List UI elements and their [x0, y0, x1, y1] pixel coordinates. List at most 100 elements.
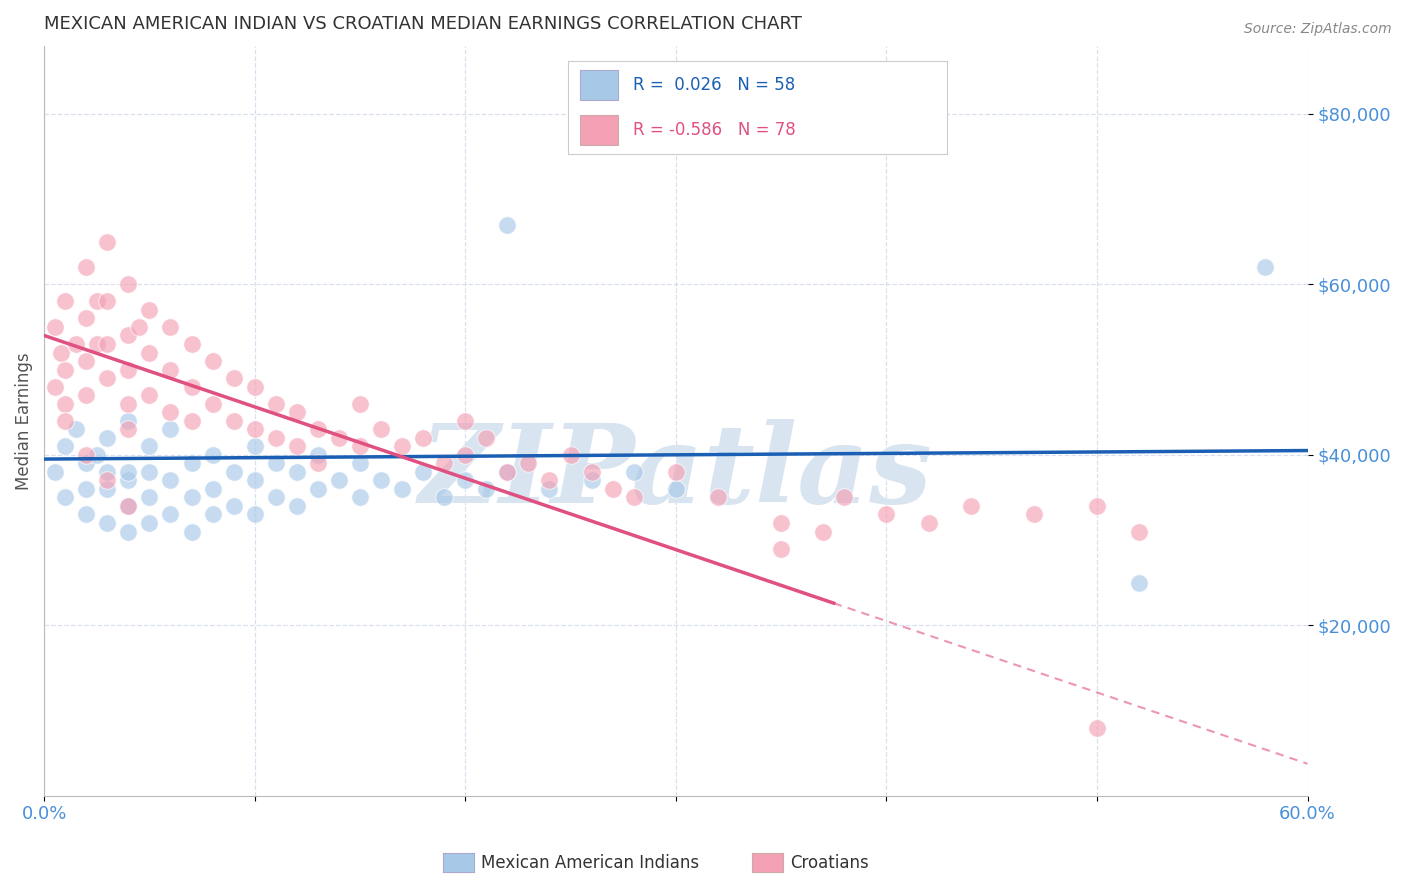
- Point: [138, 388, 160, 402]
- Point: [328, 431, 350, 445]
- Point: [875, 508, 897, 522]
- Point: [349, 491, 371, 505]
- Point: [264, 456, 287, 470]
- Point: [53, 362, 76, 376]
- Point: [1022, 508, 1045, 522]
- Y-axis label: Median Earnings: Median Earnings: [15, 352, 32, 490]
- Point: [959, 499, 981, 513]
- Point: [349, 397, 371, 411]
- Point: [813, 524, 835, 539]
- Point: [75, 354, 97, 368]
- Point: [475, 431, 498, 445]
- Point: [243, 508, 266, 522]
- Point: [917, 516, 939, 530]
- Point: [75, 448, 97, 462]
- Point: [75, 508, 97, 522]
- Point: [65, 337, 87, 351]
- Point: [53, 414, 76, 428]
- Point: [328, 474, 350, 488]
- Point: [180, 524, 202, 539]
- Point: [243, 422, 266, 436]
- Point: [264, 431, 287, 445]
- Text: ZIPatlas: ZIPatlas: [419, 419, 932, 527]
- Point: [138, 465, 160, 479]
- Point: [53, 397, 76, 411]
- Point: [86, 337, 108, 351]
- Point: [96, 465, 118, 479]
- Point: [44, 465, 66, 479]
- Point: [264, 491, 287, 505]
- Point: [201, 482, 224, 496]
- Point: [665, 465, 688, 479]
- Point: [138, 491, 160, 505]
- Point: [96, 337, 118, 351]
- Point: [581, 474, 603, 488]
- Point: [201, 354, 224, 368]
- Point: [285, 439, 308, 453]
- Point: [117, 474, 139, 488]
- Point: [96, 482, 118, 496]
- Point: [496, 218, 519, 232]
- Point: [180, 491, 202, 505]
- Point: [138, 516, 160, 530]
- Point: [96, 474, 118, 488]
- Point: [44, 320, 66, 334]
- Point: [581, 465, 603, 479]
- Point: [391, 482, 413, 496]
- Point: [560, 448, 582, 462]
- Text: Source: ZipAtlas.com: Source: ZipAtlas.com: [1244, 22, 1392, 37]
- Point: [602, 482, 624, 496]
- Point: [117, 328, 139, 343]
- Text: Croatians: Croatians: [790, 854, 869, 871]
- Point: [770, 516, 793, 530]
- Point: [117, 499, 139, 513]
- Point: [75, 311, 97, 326]
- Point: [349, 456, 371, 470]
- Point: [538, 482, 561, 496]
- Point: [180, 379, 202, 393]
- Text: Mexican American Indians: Mexican American Indians: [481, 854, 699, 871]
- Point: [159, 474, 181, 488]
- Point: [412, 431, 434, 445]
- Point: [96, 294, 118, 309]
- Point: [433, 491, 456, 505]
- Point: [138, 302, 160, 317]
- Point: [454, 448, 477, 462]
- Point: [475, 482, 498, 496]
- Point: [201, 397, 224, 411]
- Point: [159, 362, 181, 376]
- Point: [53, 294, 76, 309]
- Point: [117, 422, 139, 436]
- Point: [623, 491, 645, 505]
- Point: [222, 371, 245, 385]
- Point: [117, 465, 139, 479]
- Point: [1128, 524, 1150, 539]
- Point: [117, 362, 139, 376]
- Point: [285, 465, 308, 479]
- Point: [1128, 575, 1150, 590]
- Point: [222, 414, 245, 428]
- Point: [75, 482, 97, 496]
- Point: [391, 439, 413, 453]
- Point: [159, 405, 181, 419]
- Point: [128, 320, 150, 334]
- Point: [496, 465, 519, 479]
- Point: [117, 414, 139, 428]
- Point: [96, 431, 118, 445]
- Point: [159, 320, 181, 334]
- Point: [75, 456, 97, 470]
- Point: [1085, 499, 1108, 513]
- Point: [770, 541, 793, 556]
- Point: [433, 456, 456, 470]
- Point: [117, 277, 139, 292]
- Point: [517, 456, 540, 470]
- Point: [222, 465, 245, 479]
- Point: [53, 491, 76, 505]
- Point: [496, 465, 519, 479]
- Point: [538, 474, 561, 488]
- Point: [349, 439, 371, 453]
- Point: [201, 448, 224, 462]
- Point: [117, 397, 139, 411]
- Point: [243, 474, 266, 488]
- Point: [180, 337, 202, 351]
